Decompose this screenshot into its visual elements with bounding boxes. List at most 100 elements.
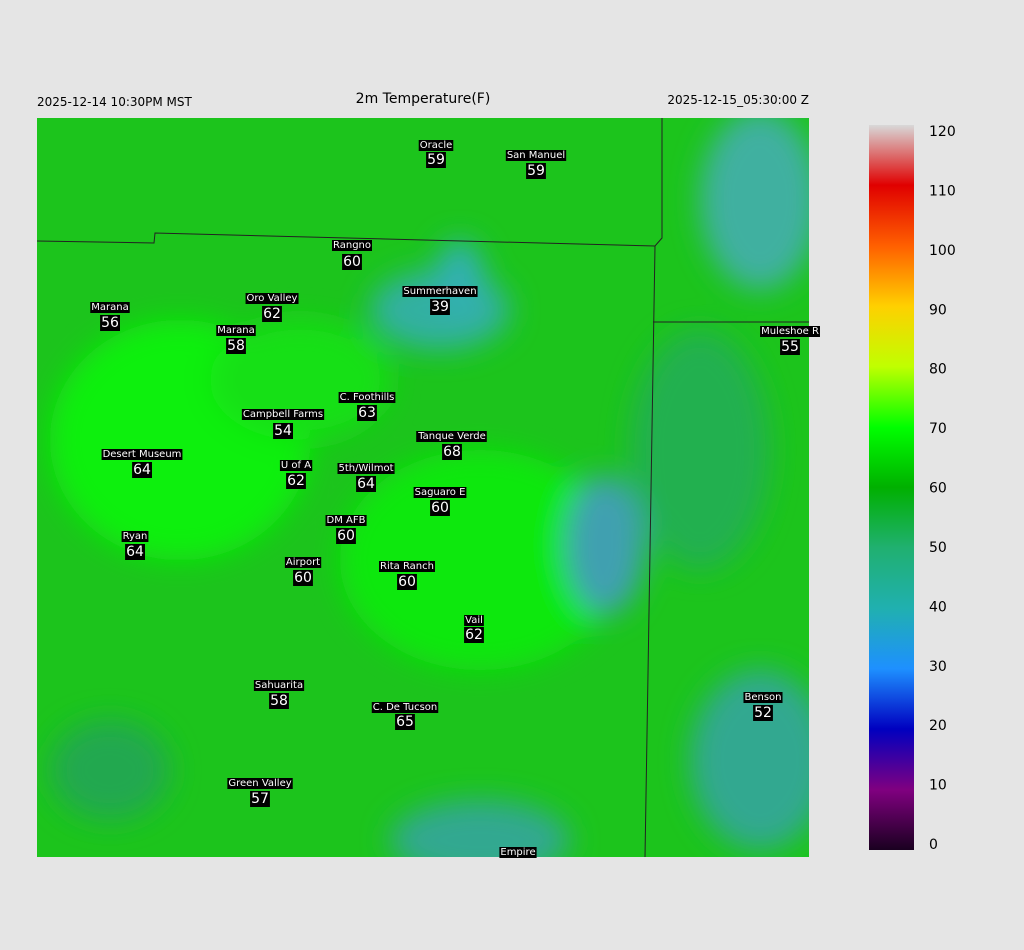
- label-background: [325, 515, 367, 526]
- colorbar-tick-label: 0: [929, 837, 938, 853]
- temperature-field: [37, 118, 809, 857]
- station-name: C. Foothills: [340, 392, 395, 403]
- station-value: 54: [274, 423, 292, 439]
- label-background: [760, 326, 820, 337]
- label-background: [356, 476, 376, 492]
- station-value: 52: [754, 705, 772, 721]
- station-value: 60: [398, 574, 416, 590]
- station: Rita Ranch 60: [379, 561, 435, 590]
- station-name: 5th/Wilmot: [339, 463, 394, 474]
- label-background: [371, 702, 439, 713]
- station-name: Desert Museum: [103, 449, 182, 460]
- label-background: [342, 254, 362, 270]
- station-name: Oro Valley: [247, 293, 298, 304]
- station: DM AFB 60: [325, 515, 367, 544]
- station-value: 64: [357, 476, 375, 492]
- station-name: Tanque Verde: [417, 431, 486, 442]
- colorbar-tick-label: 10: [929, 778, 947, 794]
- label-background: [357, 405, 377, 421]
- station-name: Green Valley: [228, 778, 291, 789]
- station: Marana 56: [90, 302, 130, 331]
- station-name: Summerhaven: [403, 286, 476, 297]
- station-name: Ryan: [123, 531, 148, 542]
- label-background: [245, 293, 299, 304]
- label-background: [338, 392, 396, 403]
- label-background: [226, 338, 246, 354]
- station: Empire: [499, 847, 537, 858]
- label-background: [753, 705, 773, 721]
- station: San Manuel 59: [505, 150, 567, 179]
- station: C. Foothills 63: [338, 392, 396, 421]
- label-background: [413, 487, 467, 498]
- label-background: [430, 299, 450, 315]
- label-background: [241, 409, 325, 420]
- colorbar: [869, 125, 914, 850]
- label-background: [262, 306, 282, 322]
- station-name: Vail: [465, 615, 483, 626]
- station-name: Sahuarita: [255, 680, 303, 691]
- station-value: 56: [101, 315, 119, 331]
- label-background: [464, 615, 484, 626]
- colorbar-tick-label: 70: [929, 421, 947, 437]
- station-value: 58: [227, 338, 245, 354]
- label-background: [273, 423, 293, 439]
- station-value: 64: [126, 544, 144, 560]
- station-value: 62: [287, 473, 305, 489]
- station-name: Airport: [286, 557, 320, 568]
- label-background: [100, 315, 120, 331]
- station: Oro Valley 62: [245, 293, 299, 322]
- label-background: [125, 544, 145, 560]
- colorbar-tick-label: 100: [929, 243, 956, 259]
- label-background: [397, 574, 417, 590]
- station: Ryan 64: [121, 531, 149, 560]
- label-background: [402, 286, 478, 297]
- station-value: 55: [781, 339, 799, 355]
- station: Desert Museum 64: [101, 449, 183, 478]
- colorbar-tick-label: 50: [929, 540, 947, 556]
- station-value: 39: [431, 299, 449, 315]
- colorbar-tick-label: 20: [929, 718, 947, 734]
- station-value: 64: [133, 462, 151, 478]
- label-background: [526, 163, 546, 179]
- station-value: 68: [443, 444, 461, 460]
- label-background: [337, 463, 395, 474]
- colorbar-tick-label: 60: [929, 481, 947, 497]
- station-name: Muleshoe R: [761, 326, 819, 337]
- station-value: 62: [465, 627, 483, 643]
- station-name: Marana: [217, 325, 254, 336]
- label-background: [416, 431, 487, 442]
- label-background: [430, 500, 450, 516]
- station-name: C. De Tucson: [373, 702, 437, 713]
- station-name: Oracle: [420, 140, 453, 151]
- colorbar-tick-label: 80: [929, 362, 947, 378]
- label-background: [499, 847, 537, 858]
- label-background: [253, 680, 305, 691]
- label-background: [395, 714, 415, 730]
- station-value: 59: [427, 152, 445, 168]
- colorbar-tick-label: 120: [929, 124, 956, 140]
- station-name: Campbell Farms: [243, 409, 323, 420]
- label-background: [286, 473, 306, 489]
- label-background: [780, 339, 800, 355]
- station-name: San Manuel: [507, 150, 565, 161]
- station: Benson 52: [743, 692, 783, 721]
- station: Green Valley 57: [227, 778, 293, 807]
- station: Sahuarita 58: [253, 680, 305, 709]
- map-title: 2m Temperature(F): [356, 91, 491, 107]
- label-background: [132, 462, 152, 478]
- label-background: [418, 140, 454, 151]
- valid-utc-time: 2025-12-15_05:30:00 Z: [667, 93, 809, 107]
- colorbar-tick-label: 40: [929, 599, 947, 615]
- station: Campbell Farms 54: [241, 409, 325, 439]
- station: Tanque Verde 68: [416, 431, 487, 460]
- station-value: 63: [358, 405, 376, 421]
- valid-local-time: 2025-12-14 10:30PM MST: [37, 95, 193, 109]
- label-background: [505, 150, 567, 161]
- station: U of A 62: [279, 460, 313, 489]
- station-name: Benson: [744, 692, 781, 703]
- label-background: [90, 302, 130, 313]
- station-name: Empire: [500, 847, 535, 858]
